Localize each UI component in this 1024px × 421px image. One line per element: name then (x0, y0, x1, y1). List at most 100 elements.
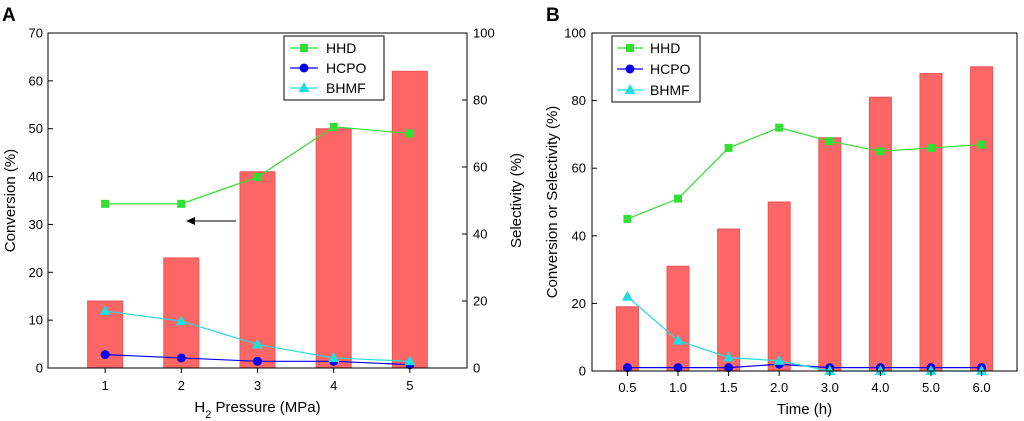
y-axis-label-right: Selectivity (%) (508, 153, 525, 248)
y-tick-label: 20 (572, 296, 586, 311)
point-hhd (405, 129, 414, 138)
x-tick-label: 3 (254, 378, 261, 393)
bar-conversion (919, 73, 943, 372)
point-bhmf (672, 334, 684, 345)
point-hhd (101, 199, 110, 208)
x-tick-label: 4 (330, 378, 337, 393)
point-hcpo (100, 350, 110, 360)
x-tick-label: 4.0 (871, 380, 889, 395)
bar-conversion (391, 70, 428, 369)
bar-conversion (239, 171, 276, 369)
annotation-arrowhead (186, 217, 195, 225)
point-bhmf (99, 305, 111, 316)
point-hcpo (253, 356, 262, 366)
point-hhd (876, 147, 885, 156)
point-bhmf (621, 290, 633, 301)
bar-conversion (315, 128, 352, 369)
panel-label: B (546, 5, 560, 26)
y-axis-label: Conversion or Selectivity (%) (544, 106, 561, 299)
panel-a: A 0 10 20 30 40 50 60 70 0 20 40 60 80 100 1 2 3 4 5 H2 Pres… (2, 5, 525, 421)
point-hhd (977, 140, 986, 149)
y-tick-label-left: 50 (29, 121, 43, 136)
point-hcpo (724, 363, 734, 373)
x-tick-label: 5 (406, 378, 413, 393)
y-tick-label-left: 10 (29, 313, 43, 328)
legend-marker (300, 44, 308, 52)
legend-label: BHMF (326, 80, 366, 96)
x-tick-label: 2 (178, 378, 185, 393)
point-hcpo (622, 363, 632, 373)
legend-label: HHD (326, 40, 356, 56)
legend-label: HCPO (650, 61, 691, 77)
y-tick-label: 80 (572, 93, 586, 108)
x-axis-label: Time (h) (777, 401, 832, 418)
y-tick-label-left: 40 (29, 169, 43, 184)
point-bhmf (925, 365, 937, 375)
x-tick-label: 2.0 (770, 380, 788, 395)
point-bhmf (723, 351, 735, 362)
bar-conversion (970, 66, 994, 372)
x-tick-label: 3.0 (821, 380, 839, 395)
legend-label: HCPO (326, 60, 367, 76)
point-hcpo (673, 363, 683, 373)
panel-label: A (2, 5, 16, 26)
x-tick-label: 0.5 (618, 380, 636, 395)
x-tick-label: 1.5 (720, 380, 738, 395)
y-axis-label-left: Conversion (%) (2, 149, 19, 252)
y-tick-label-right: 0 (473, 361, 480, 376)
bar-conversion (717, 228, 741, 372)
legend-label: HHD (650, 40, 680, 56)
y-tick-label: 100 (564, 26, 586, 41)
legend-marker (624, 84, 636, 94)
point-hhd (674, 194, 683, 203)
y-tick-label-right: 100 (473, 26, 495, 41)
bar-conversion (615, 306, 639, 372)
y-tick-label-left: 70 (29, 26, 43, 41)
plot-frame (591, 32, 1018, 372)
point-hhd (825, 137, 834, 146)
y-tick-label-right: 40 (473, 227, 487, 242)
x-tick-label: 5.0 (922, 380, 940, 395)
bar-conversion (818, 137, 842, 372)
bar-conversion (868, 96, 892, 372)
y-tick-label: 0 (579, 364, 586, 379)
point-bhmf (824, 365, 836, 375)
legend-label: BHMF (650, 82, 690, 98)
legend-marker (626, 44, 634, 52)
y-tick-label-left: 30 (29, 217, 43, 232)
bar-conversion (767, 201, 791, 372)
point-bhmf (773, 354, 785, 365)
point-hhd (724, 143, 733, 152)
y-tick-label-left: 0 (36, 361, 43, 376)
point-bhmf (874, 365, 886, 375)
bar-conversion (666, 265, 690, 372)
y-tick-label-right: 80 (473, 93, 487, 108)
y-tick-label: 60 (572, 161, 586, 176)
x-tick-label: 6.0 (973, 380, 991, 395)
legend-marker (299, 63, 309, 73)
point-bhmf (175, 315, 187, 326)
point-hhd (926, 143, 935, 152)
y-tick-label: 40 (572, 228, 586, 243)
y-tick-label-left: 60 (29, 73, 43, 88)
point-bhmf (252, 338, 263, 349)
y-tick-label-left: 20 (29, 265, 43, 280)
legend-marker (625, 64, 635, 74)
point-bhmf (328, 351, 340, 362)
point-hhd (775, 123, 784, 132)
legend-marker (298, 82, 310, 92)
y-tick-label-right: 20 (473, 294, 487, 309)
point-hhd (329, 122, 338, 131)
point-hhd (253, 173, 262, 182)
point-hcpo (176, 353, 186, 363)
point-bhmf (976, 365, 988, 375)
x-tick-label: 1.0 (669, 380, 687, 395)
panel-b: B 0 20 40 60 80 100 0.5 1.0 1.5 2.0 3.0 4.0 5.0 6.0 Tim… (544, 5, 1018, 418)
x-axis-label: H2 Pressure (MPa) (194, 399, 320, 421)
y-tick-label-right: 60 (473, 160, 487, 175)
point-bhmf (404, 355, 416, 366)
series-line-hhd (627, 127, 982, 220)
x-tick-label: 1 (102, 378, 109, 393)
point-hhd (177, 199, 186, 208)
